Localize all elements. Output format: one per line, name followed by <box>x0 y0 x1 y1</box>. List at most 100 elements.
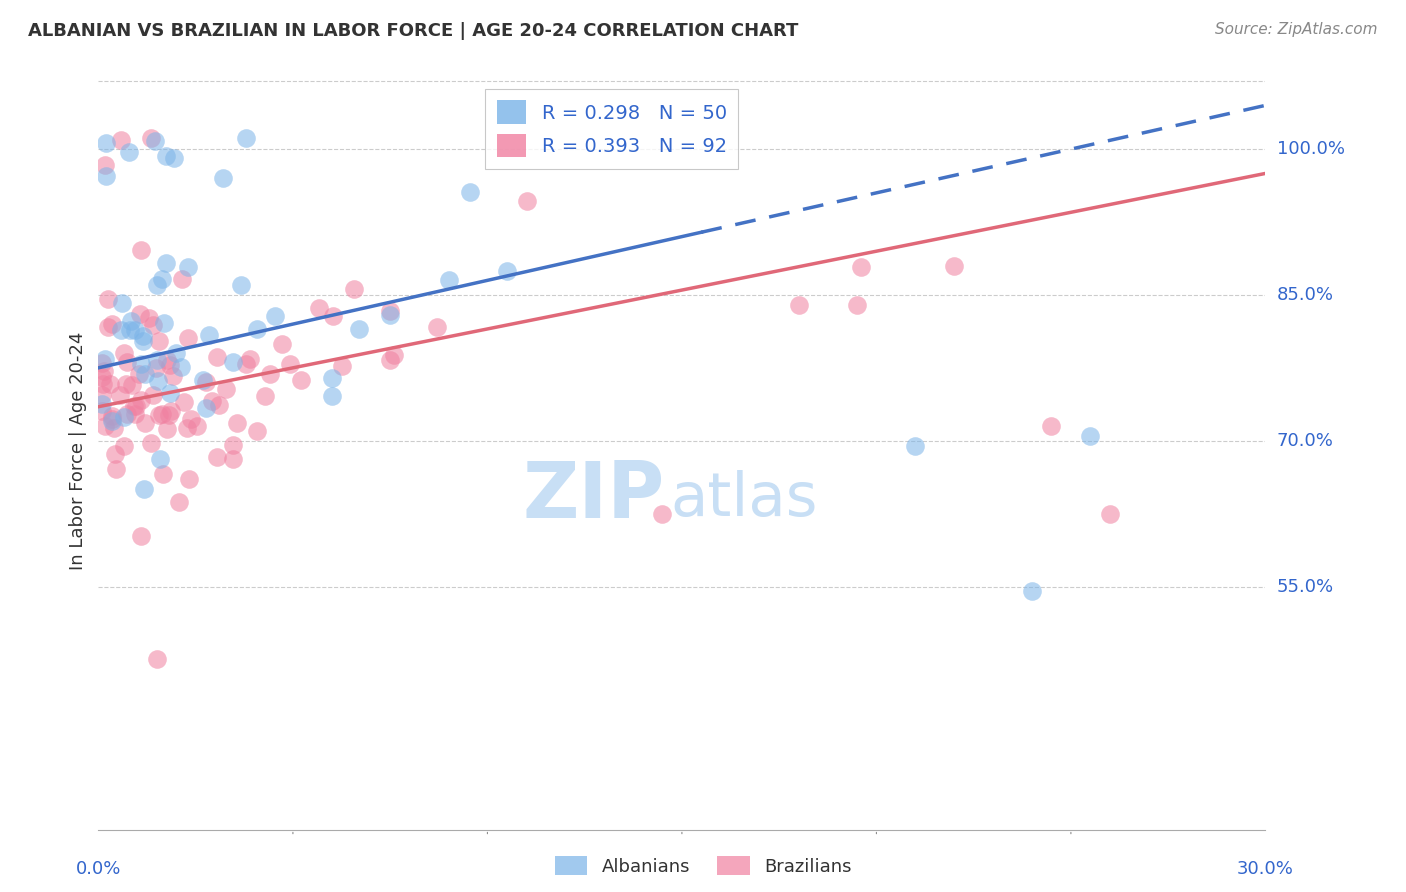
Text: 100.0%: 100.0% <box>1277 140 1344 158</box>
Point <box>114 439 136 453</box>
Point <box>846 298 869 312</box>
Point <box>110 133 132 147</box>
Point <box>100 376 122 391</box>
Point <box>205 450 228 465</box>
Point <box>159 358 181 372</box>
Point <box>235 131 257 145</box>
Point <box>321 371 343 385</box>
Point <box>124 323 146 337</box>
Point <box>215 382 238 396</box>
Point <box>378 308 401 322</box>
Point <box>235 358 257 372</box>
Point <box>104 447 127 461</box>
Point <box>142 387 165 401</box>
Point <box>112 409 135 424</box>
Point <box>132 334 155 348</box>
Point <box>1080 429 1102 443</box>
Point <box>132 482 155 496</box>
Point <box>103 421 125 435</box>
Point <box>121 377 143 392</box>
Point <box>94 418 117 433</box>
Legend: R = 0.298   N = 50, R = 0.393   N = 92: R = 0.298 N = 50, R = 0.393 N = 92 <box>485 88 738 169</box>
Text: atlas: atlas <box>671 470 818 529</box>
Point <box>159 386 181 401</box>
Point <box>165 345 187 359</box>
Point <box>1040 419 1063 434</box>
Point <box>259 367 281 381</box>
Point <box>156 352 179 367</box>
Point <box>150 407 173 421</box>
Point <box>177 472 200 486</box>
Point <box>516 194 538 208</box>
Point <box>91 404 114 418</box>
Point <box>101 414 124 428</box>
Point <box>118 145 141 159</box>
Point <box>437 273 460 287</box>
Point <box>129 244 152 258</box>
Point <box>280 357 302 371</box>
Text: ALBANIAN VS BRAZILIAN IN LABOR FORCE | AGE 20-24 CORRELATION CHART: ALBANIAN VS BRAZILIAN IN LABOR FORCE | A… <box>28 22 799 40</box>
Point <box>128 368 150 382</box>
Point <box>148 334 170 348</box>
Point <box>143 134 166 148</box>
Point <box>347 321 370 335</box>
Point <box>226 416 249 430</box>
Point <box>91 376 114 391</box>
Point <box>112 346 135 360</box>
Point <box>321 389 343 403</box>
Point <box>157 408 180 422</box>
Y-axis label: In Labor Force | Age 20-24: In Labor Force | Age 20-24 <box>69 331 87 570</box>
Point <box>117 354 139 368</box>
Point <box>155 149 177 163</box>
Point <box>160 404 183 418</box>
Point <box>186 419 208 434</box>
Point <box>194 401 217 415</box>
Point <box>229 278 252 293</box>
Point <box>849 260 872 274</box>
Point <box>148 409 170 423</box>
Point <box>212 170 235 185</box>
Point <box>198 327 221 342</box>
Legend: Albanians, Brazilians: Albanians, Brazilians <box>547 849 859 883</box>
Point <box>380 353 402 368</box>
Point <box>153 316 176 330</box>
Point <box>254 389 277 403</box>
Text: ZIP: ZIP <box>522 458 665 534</box>
Point <box>132 328 155 343</box>
Point <box>97 320 120 334</box>
Point <box>108 387 131 401</box>
Point <box>97 292 120 306</box>
Point <box>100 317 122 331</box>
Point <box>787 298 810 312</box>
Point <box>139 130 162 145</box>
Point <box>322 309 344 323</box>
Point <box>94 352 117 367</box>
Point <box>94 169 117 183</box>
Point <box>378 303 401 318</box>
Point <box>201 393 224 408</box>
Text: 55.0%: 55.0% <box>1277 577 1334 596</box>
Point <box>105 462 128 476</box>
Point <box>121 314 143 328</box>
Point <box>195 375 218 389</box>
Point <box>943 259 966 273</box>
Point <box>111 296 134 310</box>
Point <box>270 337 292 351</box>
Point <box>138 310 160 325</box>
Point <box>149 452 172 467</box>
Point <box>145 360 167 375</box>
Point <box>134 367 156 381</box>
Point <box>177 330 200 344</box>
Point <box>246 322 269 336</box>
Text: 30.0%: 30.0% <box>1237 860 1294 878</box>
Point <box>146 652 169 666</box>
Point <box>101 409 124 423</box>
Text: 0.0%: 0.0% <box>76 860 121 878</box>
Point <box>343 282 366 296</box>
Point <box>115 376 138 391</box>
Point <box>1098 507 1121 521</box>
Point <box>118 323 141 337</box>
Text: 70.0%: 70.0% <box>1277 432 1333 450</box>
Point <box>91 397 114 411</box>
Point <box>246 424 269 438</box>
